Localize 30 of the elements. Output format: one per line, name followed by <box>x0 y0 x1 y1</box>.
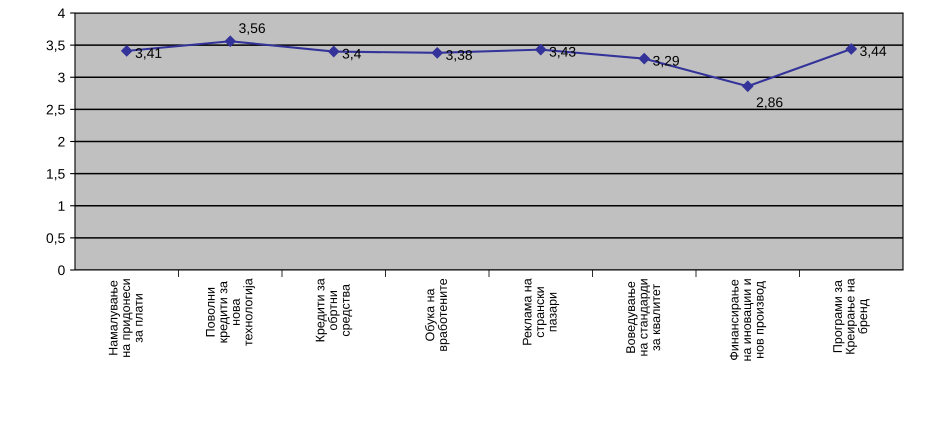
y-tick-label: 0,5 <box>46 233 65 245</box>
point <box>328 46 340 58</box>
data-label: 3,41 <box>136 48 162 60</box>
y-tick-label: 2,5 <box>46 104 65 116</box>
x-tick-label: Обука на вработените <box>425 278 450 351</box>
point <box>638 53 650 64</box>
y-tick-label: 2 <box>58 136 65 147</box>
x-tick-label: Намалување на придонеси за плати <box>108 279 143 357</box>
point <box>224 36 236 47</box>
data-label: 3,56 <box>239 23 266 35</box>
x-tick-label: Воведување на стандарди за квалитет <box>626 279 660 356</box>
x-tick-label: Поволни кредити за нова технологија <box>206 278 255 346</box>
y-tick-label: 3,5 <box>46 40 65 52</box>
y-tick-label: 3 <box>58 72 65 82</box>
y-tick-label: 4 <box>58 8 65 18</box>
data-label: 3,44 <box>860 46 886 58</box>
data-label: 3,38 <box>446 50 472 62</box>
x-tick-label: Кредити за обртни средства <box>316 278 352 342</box>
point <box>846 43 857 55</box>
y-tick-label: 1,5 <box>47 169 65 180</box>
y-tick-label: 1 <box>58 201 65 211</box>
point <box>535 44 546 56</box>
point <box>742 80 754 92</box>
x-tick-label: Финансирање на иновации и нов производ <box>730 279 766 361</box>
y-tick-label: 0 <box>58 265 65 276</box>
x-tick-label: Програми за Креирање на бренд <box>833 278 870 354</box>
x-tick-label: Реклама на странски пазари <box>522 278 560 345</box>
data-label: 2,86 <box>756 97 783 109</box>
point <box>432 47 443 58</box>
point <box>121 45 132 57</box>
